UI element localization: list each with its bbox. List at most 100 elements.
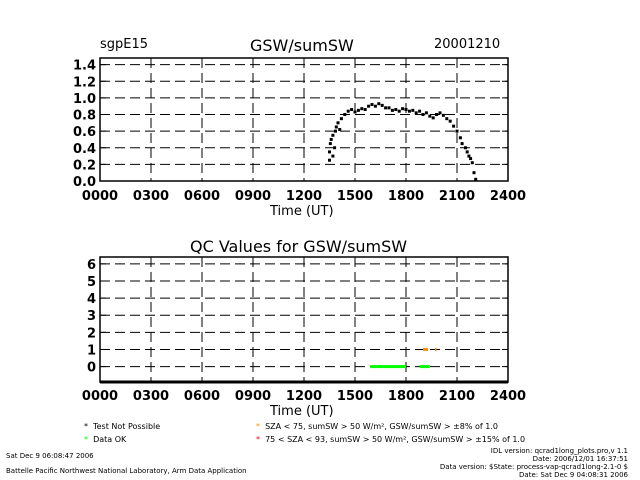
data-point	[367, 104, 371, 108]
data-point	[350, 108, 354, 112]
data-point	[448, 119, 452, 123]
data-point	[428, 114, 432, 118]
plot2-title: QC Values for GSW/sumSW	[190, 237, 408, 256]
data-point	[464, 146, 467, 150]
data-point	[460, 142, 464, 146]
data-point	[328, 158, 331, 162]
x-tick-label: 1800	[388, 189, 424, 204]
y-tick-label: 0.0	[73, 175, 96, 190]
data-point	[333, 129, 337, 133]
data-point	[360, 107, 364, 111]
data-point	[445, 117, 449, 121]
data-point	[401, 107, 405, 111]
version-block: IDL version: qcrad1long_plots.pro,v 1.1 …	[440, 447, 628, 479]
qc-segment	[370, 365, 406, 369]
y-tick-label: 3	[87, 309, 96, 324]
legend-item-sza93: * 75 < SZA < 93, sumSW > 50 W/m², GSW/su…	[256, 435, 526, 444]
data-point	[329, 137, 333, 141]
data-point	[384, 106, 388, 110]
data-point	[458, 136, 462, 140]
data-point	[353, 110, 357, 114]
data-point	[470, 161, 474, 165]
data-point	[331, 154, 335, 158]
data-point	[377, 102, 381, 106]
y-tick-label: 1.2	[73, 75, 96, 90]
legend-item-not-possible: * Test Not Possible	[84, 422, 161, 431]
data-point	[435, 113, 439, 117]
data-point	[387, 106, 391, 110]
data-point	[333, 146, 337, 150]
legend-item-sza75: * SZA < 75, sumSW > 50 W/m², GSW/sumSW >…	[256, 422, 499, 431]
data-point	[472, 171, 476, 175]
run-date: Sat Dec 9 06:08:47 2006	[6, 452, 94, 460]
qc-segment	[434, 347, 437, 351]
y-tick-label: 0.4	[73, 142, 96, 157]
data-point	[343, 113, 347, 117]
data-version: Data version: $State: process-vap-qcrad1…	[439, 463, 628, 471]
data-point	[431, 116, 435, 120]
data-point	[356, 108, 360, 112]
x-tick-label: 0600	[184, 389, 220, 404]
x-tick-label: 1500	[337, 189, 373, 204]
y-tick-label: 2	[87, 326, 96, 341]
data-point	[346, 109, 350, 113]
data-point	[421, 113, 425, 117]
y-tick-label: 1.0	[73, 92, 96, 107]
legend-item-data-ok: * Data OK	[84, 435, 127, 444]
data-point	[339, 117, 343, 121]
site-label: sgpE15	[100, 37, 149, 52]
x-tick-label: 1200	[286, 189, 322, 204]
data-point	[334, 125, 338, 129]
y-tick-label: 0.6	[73, 125, 96, 140]
data-point	[328, 150, 331, 154]
y-tick-label: 1.4	[73, 59, 96, 74]
x-tick-label: 2100	[439, 389, 475, 404]
idl-date: Date: 2006/12/01 16:37:51	[532, 455, 628, 463]
data-point	[474, 177, 478, 181]
data-point	[467, 154, 471, 158]
x-tick-label: 2100	[439, 189, 475, 204]
y-tick-label: 0.2	[73, 158, 96, 173]
data-point	[465, 150, 469, 154]
data-point	[397, 109, 401, 113]
data-point	[424, 111, 428, 115]
qc-segment	[423, 347, 429, 351]
org-label: Battelle Pacific Northwest National Labo…	[6, 467, 247, 475]
y-tick-label: 0	[87, 361, 96, 376]
data-point	[331, 133, 335, 137]
x-tick-label: 0000	[82, 189, 118, 204]
data-point	[404, 108, 408, 112]
x-tick-label: 1200	[286, 389, 322, 404]
x-tick-label: 0900	[235, 389, 271, 404]
x-tick-label: 0900	[235, 189, 271, 204]
data-point	[338, 127, 342, 131]
data-point	[390, 108, 394, 112]
data-point	[455, 129, 459, 133]
plot-frame	[99, 57, 509, 182]
data-point	[438, 111, 442, 115]
data-point	[328, 142, 332, 146]
x-tick-label: 0000	[82, 389, 118, 404]
x-tick-label: 2400	[490, 189, 526, 204]
x-tick-label: 0300	[133, 189, 169, 204]
data-point	[370, 103, 374, 107]
plot1-xlabel: Time (UT)	[270, 204, 334, 219]
data-date: Date: Sat Dec 9 04:08:31 2006	[519, 471, 628, 479]
data-point	[380, 103, 384, 107]
data-point	[407, 109, 411, 113]
data-point	[373, 104, 377, 108]
x-tick-label: 1800	[388, 389, 424, 404]
data-point	[452, 124, 456, 128]
data-point	[411, 108, 415, 112]
data-point	[441, 113, 445, 117]
data-point	[414, 111, 418, 115]
x-tick-label: 2400	[490, 389, 526, 404]
date-label: 20001210	[434, 37, 501, 52]
y-tick-label: 0.8	[73, 109, 96, 124]
y-tick-label: 4	[87, 292, 96, 307]
data-point	[394, 108, 398, 112]
y-tick-label: 5	[87, 275, 96, 290]
data-point	[363, 108, 367, 112]
